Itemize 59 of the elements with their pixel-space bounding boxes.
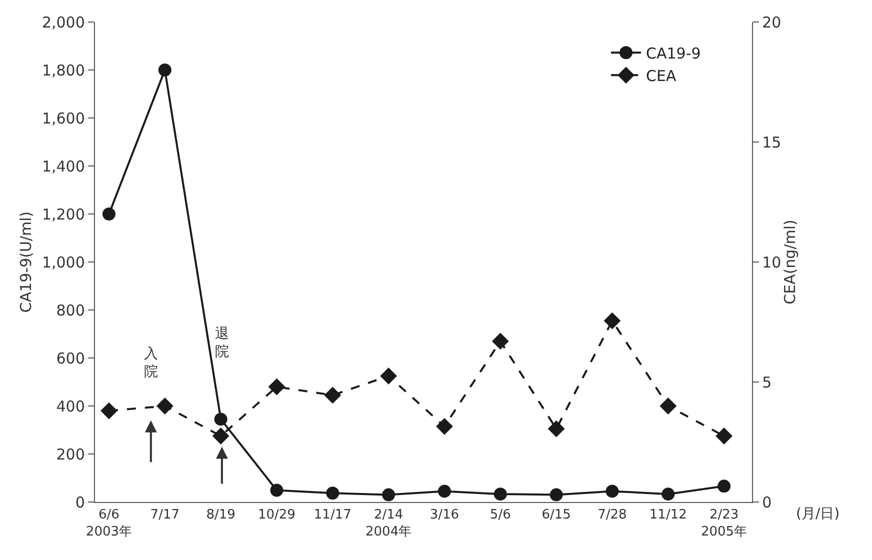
point xyxy=(548,420,565,438)
point xyxy=(660,398,677,414)
point xyxy=(716,428,732,444)
y-tick-label: 1,800 xyxy=(42,61,85,80)
annotation: 退院 xyxy=(215,326,229,360)
legend-label: CEA xyxy=(646,67,677,85)
point xyxy=(550,488,563,502)
y-tick-label: 2,000 xyxy=(42,13,85,32)
y-tick-label: 600 xyxy=(56,349,85,368)
point xyxy=(382,488,396,502)
point xyxy=(494,488,507,501)
y2-tick-label: 0 xyxy=(762,493,772,512)
point xyxy=(268,378,286,396)
y-tick-label: 1,200 xyxy=(42,205,85,224)
point xyxy=(158,64,172,76)
y-axis-title: CA19-9(U/ml) xyxy=(17,211,36,313)
y-tick-label: 200 xyxy=(56,445,85,464)
point xyxy=(662,488,675,501)
y-tick-label: 0 xyxy=(75,493,85,512)
point xyxy=(436,418,453,435)
x-tick-label: 3/16 xyxy=(430,508,460,523)
x-tick-label: 5/6 xyxy=(490,508,511,523)
x-tick-label: 6/6 2003年 xyxy=(86,508,132,540)
x-tick-label: 7/17 xyxy=(150,508,180,523)
point xyxy=(102,208,116,220)
y-tick-label: 1,400 xyxy=(42,157,85,176)
point xyxy=(326,486,340,500)
point xyxy=(380,368,397,384)
point xyxy=(100,402,118,420)
legend-label: CA19-9 xyxy=(646,44,701,62)
point xyxy=(156,398,174,414)
annotation: 入院 xyxy=(144,346,158,380)
point xyxy=(438,484,451,498)
y-tick-label: 800 xyxy=(56,301,85,320)
point xyxy=(324,386,342,404)
x-tick-label: 11/12 xyxy=(649,508,687,523)
point xyxy=(606,484,619,498)
point xyxy=(604,312,621,330)
point xyxy=(214,412,228,426)
x-tick-label: 11/17 xyxy=(314,508,352,523)
point xyxy=(492,332,509,350)
point xyxy=(212,428,230,444)
y-tick-label: 1,600 xyxy=(42,109,85,128)
y2-axis-title: CEA(ng/ml) xyxy=(781,220,800,304)
x-tick-label: 8/19 xyxy=(206,508,236,523)
y2-tick-label: 15 xyxy=(762,133,782,152)
point xyxy=(270,484,284,497)
y-tick-label: 400 xyxy=(56,397,85,416)
x-tick-label: 6/15 xyxy=(542,508,571,523)
point xyxy=(718,480,731,493)
y-tick-label: 1,000 xyxy=(42,253,85,272)
x-tick-label: 2/14 2004年 xyxy=(366,508,412,540)
y2-tick-label: 10 xyxy=(762,253,782,272)
y2-tick-label: 5 xyxy=(762,373,772,392)
x-tick-label: 7/28 xyxy=(598,508,627,523)
y2-tick-label: 20 xyxy=(762,13,782,32)
x-axis-title: (月/日) xyxy=(796,506,840,522)
x-tick-label: 10/29 xyxy=(258,508,296,523)
x-tick-label: 2/23 2005年 xyxy=(700,508,748,540)
